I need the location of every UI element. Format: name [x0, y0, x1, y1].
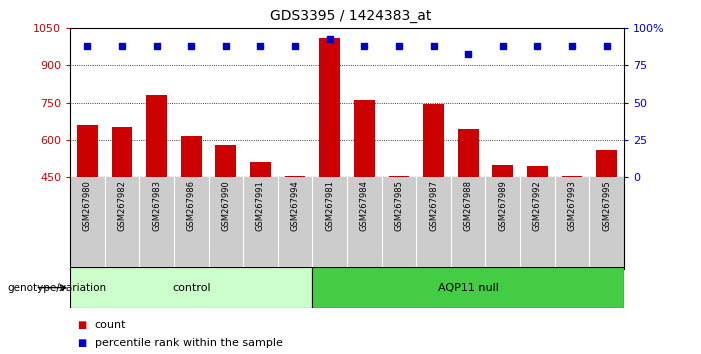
Bar: [596, 150, 617, 177]
Bar: [562, 176, 583, 177]
Bar: [423, 104, 444, 177]
Bar: [458, 129, 479, 177]
Text: GSM267990: GSM267990: [222, 180, 231, 230]
Text: GSM267984: GSM267984: [360, 180, 369, 231]
Text: GSM267993: GSM267993: [568, 180, 576, 231]
Text: GSM267985: GSM267985: [395, 180, 403, 231]
Text: GSM267988: GSM267988: [463, 180, 472, 231]
Text: count: count: [95, 320, 126, 330]
Bar: [285, 176, 306, 177]
Bar: [492, 165, 513, 177]
Text: AQP11 null: AQP11 null: [437, 282, 498, 293]
Bar: [250, 162, 271, 177]
Text: GSM267989: GSM267989: [498, 180, 508, 231]
Text: GSM267983: GSM267983: [152, 180, 161, 231]
Bar: [147, 95, 167, 177]
Text: GSM267995: GSM267995: [602, 180, 611, 230]
Bar: [181, 136, 202, 177]
Text: GSM267986: GSM267986: [186, 180, 196, 231]
Text: GDS3395 / 1424383_at: GDS3395 / 1424383_at: [270, 9, 431, 23]
Text: GSM267980: GSM267980: [83, 180, 92, 231]
Text: GSM267991: GSM267991: [256, 180, 265, 230]
Bar: [70, 267, 313, 308]
Bar: [354, 100, 375, 177]
Bar: [313, 267, 624, 308]
Bar: [215, 145, 236, 177]
Text: percentile rank within the sample: percentile rank within the sample: [95, 338, 283, 348]
Text: GSM267994: GSM267994: [291, 180, 299, 230]
Bar: [320, 38, 340, 177]
Text: ■: ■: [77, 320, 86, 330]
Bar: [527, 166, 547, 177]
Bar: [111, 127, 132, 177]
Text: control: control: [172, 282, 210, 293]
Text: genotype/variation: genotype/variation: [7, 282, 106, 293]
Bar: [77, 125, 98, 177]
Bar: [388, 176, 409, 177]
Text: GSM267982: GSM267982: [118, 180, 126, 231]
Text: ■: ■: [77, 338, 86, 348]
Text: GSM267987: GSM267987: [429, 180, 438, 231]
Text: GSM267981: GSM267981: [325, 180, 334, 231]
Text: GSM267992: GSM267992: [533, 180, 542, 230]
